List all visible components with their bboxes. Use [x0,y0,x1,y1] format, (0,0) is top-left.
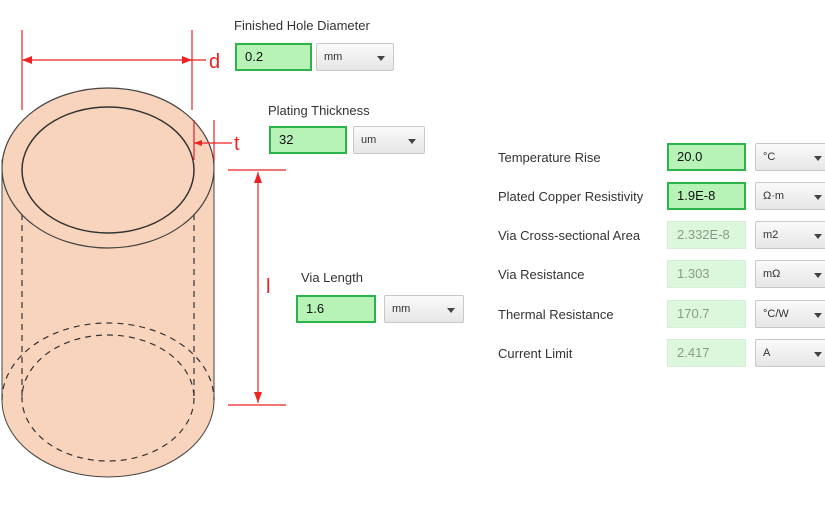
via-cross-sectional-area-value: 2.332E-8 [667,221,746,249]
via-top-hole [21,106,195,234]
via-resistance-unit: mΩ [763,268,781,280]
current-limit-label: Current Limit [498,346,573,361]
via-cross-sectional-area-label: Via Cross-sectional Area [498,228,641,243]
via-cross-sectional-area-unit: m2 [763,229,779,241]
finished-hole-diameter-unit-select[interactable]: mm [316,43,394,71]
plating-thickness-input[interactable]: 32 [269,126,347,154]
current-limit-unit: A [763,347,771,359]
thickness-label: t [234,133,240,155]
via-cross-sectional-area-unit-select[interactable]: m2 [755,221,825,249]
diameter-dimension [21,30,206,110]
finished-hole-diameter-unit: mm [324,51,343,63]
plating-thickness-unit-select[interactable]: um [353,126,425,154]
thermal-resistance-label: Thermal Resistance [498,307,614,322]
chevron-down-icon [447,308,455,313]
temperature-rise-label: Temperature Rise [498,150,601,165]
plated-copper-resistivity-input[interactable]: 1.9E-8 [667,182,746,210]
thickness-dimension [193,120,232,160]
plating-thickness-unit: um [361,134,377,146]
thermal-resistance-unit-select[interactable]: °C/W [755,300,825,328]
plated-copper-resistivity-unit-select[interactable]: Ω·m [755,182,825,210]
chevron-down-icon [814,313,822,318]
finished-hole-diameter-input[interactable]: 0.2 [235,43,312,71]
via-bottom-hidden-edge [1,322,215,401]
via-resistance-unit-select[interactable]: mΩ [755,260,825,288]
thermal-resistance-unit: °C/W [763,308,789,320]
via-length-label: Via Length [301,270,363,285]
plated-copper-resistivity-unit: Ω·m [763,190,785,202]
via-resistance-label: Via Resistance [498,267,585,282]
via-resistance-value: 1.303 [667,260,746,288]
via-length-input[interactable]: 1.6 [296,295,376,323]
current-limit-value: 2.417 [667,339,746,367]
chevron-down-icon [814,156,822,161]
chevron-down-icon [377,56,385,61]
chevron-down-icon [814,273,822,278]
plating-thickness-label: Plating Thickness [268,103,370,118]
length-label: l [266,276,270,298]
chevron-down-icon [814,234,822,239]
via-body [1,159,215,478]
chevron-down-icon [408,139,416,144]
current-limit-unit-select[interactable]: A [755,339,825,367]
plated-copper-resistivity-label: Plated Copper Resistivity [498,189,644,204]
diameter-label: d [209,51,220,73]
temperature-rise-unit-select[interactable]: °C [755,143,825,171]
chevron-down-icon [814,352,822,357]
length-dimension [228,169,286,406]
finished-hole-diameter-label: Finished Hole Diameter [234,18,370,33]
thermal-resistance-value: 170.7 [667,300,746,328]
via-bottom-inner-hidden [21,334,195,462]
temperature-rise-unit: °C [763,151,776,163]
via-diagram: d t l [1,30,286,478]
chevron-down-icon [814,195,822,200]
temperature-rise-input[interactable]: 20.0 [667,143,746,171]
via-length-unit-select[interactable]: mm [384,295,464,323]
via-length-unit: mm [392,303,411,315]
